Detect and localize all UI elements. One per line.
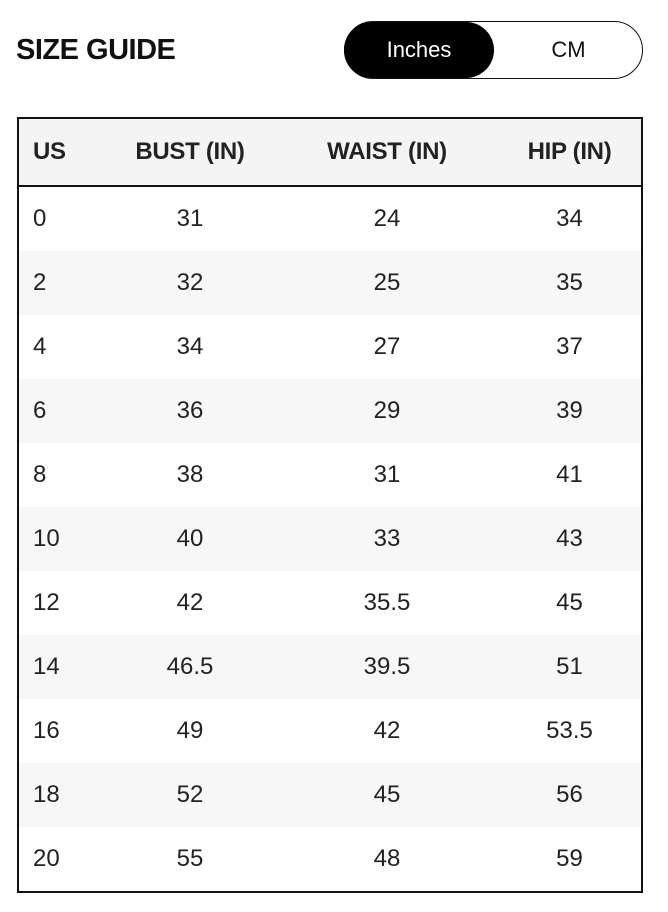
table-cell: 35 [498, 251, 642, 315]
table-row: 2 32 25 35 [18, 251, 642, 315]
table-cell: 38 [176, 461, 204, 488]
table-cell: 39.5 [276, 635, 498, 699]
column-header: HIP (IN) [498, 118, 642, 187]
table-row: 4 34 27 37 [18, 315, 642, 379]
table-cell: 6 [18, 379, 104, 443]
table-cell: 29 [276, 379, 498, 443]
table-row: 8 38 31 41 [18, 443, 642, 507]
table-cell: 33 [276, 507, 498, 571]
table-cell: 10 [18, 507, 104, 571]
table-cell: 52 [104, 763, 276, 827]
table-cell: 56 [498, 763, 642, 827]
table-cell: 42 [373, 717, 401, 744]
table-cell: 4 [33, 333, 47, 360]
table-cell: 53.5 [546, 717, 593, 744]
table-cell: 35.5 [363, 589, 411, 616]
table-cell: 45 [276, 763, 498, 827]
toggle-option-cm[interactable]: CM [551, 37, 586, 62]
table-cell: 43 [498, 507, 642, 571]
table-cell: 45 [556, 589, 583, 616]
table-row: 14 46.5 39.5 51 [18, 635, 642, 699]
unit-toggle[interactable]: Inches CM [344, 21, 643, 79]
table-cell: 20 [33, 845, 60, 872]
table-cell: 24 [373, 205, 401, 232]
table-cell: 39 [498, 379, 642, 443]
size-table: US BUST (IN) WAIST (IN) HIP (IN) 0 31 24 34 2 32… [17, 117, 643, 893]
table-row: 18 52 45 56 [18, 763, 642, 827]
table-cell: 32 [104, 251, 276, 315]
column-header: US [18, 118, 104, 187]
table-header-row: US BUST (IN) WAIST (IN) HIP (IN) [18, 118, 642, 187]
table-cell: 14 [18, 635, 104, 699]
table-cell: 55 [176, 845, 204, 872]
table-cell: 12 [33, 589, 60, 616]
table-cell: 46.5 [104, 635, 276, 699]
table-cell: 16 [33, 717, 60, 744]
table-cell: 8 [33, 461, 47, 488]
table-row: 12 42 35.5 45 [18, 571, 642, 635]
table-cell: 37 [556, 333, 583, 360]
table-row: 6 36 29 39 [18, 379, 642, 443]
table-row: 16 49 42 53.5 [18, 699, 642, 763]
table-cell: 59 [556, 845, 583, 872]
table-cell: 51 [498, 635, 642, 699]
column-header: WAIST (IN) [276, 118, 498, 187]
table-cell: 18 [18, 763, 104, 827]
table-row: 0 31 24 34 [18, 186, 642, 251]
table-cell: 49 [176, 717, 204, 744]
table-cell: 40 [104, 507, 276, 571]
table-cell: 31 [176, 205, 204, 232]
table-row: 10 40 33 43 [18, 507, 642, 571]
table-cell: 36 [104, 379, 276, 443]
table-cell: 0 [33, 205, 47, 232]
table-cell: 41 [556, 461, 583, 488]
table-cell: 2 [18, 251, 104, 315]
table-cell: 25 [276, 251, 498, 315]
table-cell: 48 [373, 845, 401, 872]
page-title: SIZE GUIDE [16, 34, 176, 66]
column-header: BUST (IN) [104, 118, 276, 187]
table-row: 20 55 48 59 [18, 827, 642, 892]
table-cell: 34 [556, 205, 583, 232]
table-cell: 42 [176, 589, 204, 616]
table-cell: 27 [373, 333, 401, 360]
toggle-option-inches[interactable]: Inches [344, 22, 494, 78]
table-cell: 34 [176, 333, 204, 360]
table-cell: 31 [373, 461, 401, 488]
